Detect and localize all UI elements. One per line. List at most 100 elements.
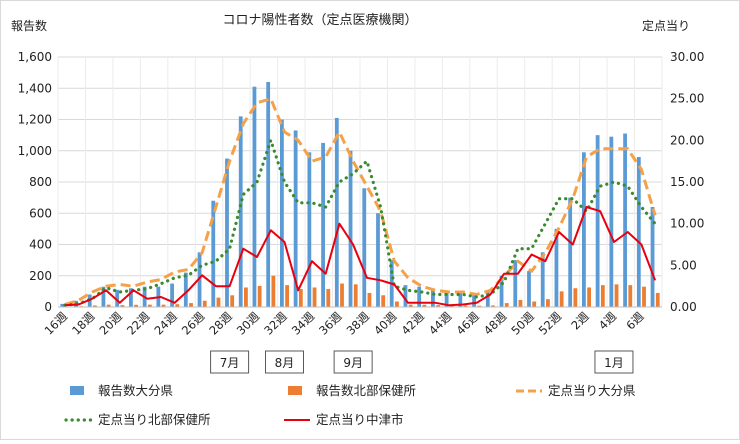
bar <box>271 276 275 307</box>
series-point <box>298 140 299 141</box>
left-tick-label: 1,000 <box>18 144 52 158</box>
series-point <box>641 206 642 207</box>
series-point <box>531 271 532 272</box>
series-point <box>160 279 161 280</box>
series-point <box>517 248 518 249</box>
series-point <box>558 198 559 199</box>
bar <box>623 134 627 307</box>
bar <box>253 87 257 307</box>
bar <box>519 300 523 307</box>
left-tick-label: 0 <box>44 300 52 314</box>
series-point <box>243 123 244 124</box>
legend-label: 定点当り北部保健所 <box>98 412 211 427</box>
series-point <box>174 277 175 278</box>
series-point <box>476 302 477 303</box>
series-point <box>600 186 601 187</box>
series-point <box>174 271 175 272</box>
series-point <box>490 290 491 291</box>
bar <box>637 157 641 307</box>
series-point <box>627 148 628 149</box>
series-point <box>92 291 93 292</box>
bar <box>376 213 380 307</box>
series-point <box>531 248 532 249</box>
series-point <box>421 286 422 287</box>
left-tick-label: 400 <box>29 238 52 252</box>
right-tick-label: 5.00 <box>670 258 697 272</box>
series-point <box>545 223 546 224</box>
legend-swatch <box>288 386 302 395</box>
series-point <box>572 198 573 199</box>
series-point <box>202 265 203 266</box>
series-point <box>215 286 216 287</box>
series-point <box>298 202 299 203</box>
series-point <box>147 288 148 289</box>
series-point <box>449 294 450 295</box>
series-point <box>215 261 216 262</box>
bar <box>313 287 317 307</box>
series-point <box>490 294 491 295</box>
right-tick-label: 0.00 <box>670 300 697 314</box>
bar <box>560 291 564 307</box>
series-point <box>627 186 628 187</box>
series-point <box>202 275 203 276</box>
series-point <box>586 156 587 157</box>
right-tick-label: 10.00 <box>670 217 704 231</box>
series-point <box>600 148 601 149</box>
series-point <box>243 194 244 195</box>
series-point <box>202 252 203 253</box>
series-point <box>407 277 408 278</box>
left-tick-label: 600 <box>29 206 52 220</box>
series-point <box>380 206 381 207</box>
left-tick-label: 1,400 <box>18 81 52 95</box>
series-point <box>462 304 463 305</box>
series-point <box>229 161 230 162</box>
left-axis-label: 報告数 <box>11 18 47 33</box>
series-point <box>586 206 587 207</box>
series-point <box>298 290 299 291</box>
series-point <box>339 223 340 224</box>
series-point <box>545 252 546 253</box>
series-point <box>353 173 354 174</box>
series-point <box>160 296 161 297</box>
series-point <box>462 294 463 295</box>
bar <box>280 120 284 308</box>
series-point <box>435 290 436 291</box>
series-point <box>476 296 477 297</box>
series-point <box>558 231 559 232</box>
series-point <box>311 261 312 262</box>
series-point <box>394 261 395 262</box>
series-point <box>119 302 120 303</box>
legend-label: 報告数北部保健所 <box>316 383 416 398</box>
bar <box>601 285 605 307</box>
left-tick-label: 800 <box>29 175 52 189</box>
series-point <box>353 244 354 245</box>
month-label: 9月 <box>343 356 363 370</box>
series-point <box>188 269 189 270</box>
series-point <box>517 261 518 262</box>
series-point <box>407 290 408 291</box>
legend-swatch <box>70 386 84 395</box>
series-point <box>394 284 395 285</box>
series-point <box>270 230 271 231</box>
bar <box>582 152 586 307</box>
bar <box>189 303 193 307</box>
chart-title: コロナ陽性者数（定点医療機関） <box>222 13 417 28</box>
bar <box>225 159 229 307</box>
legend-label: 定点当り中津市 <box>316 412 404 427</box>
series-point <box>435 294 436 295</box>
series-point <box>641 169 642 170</box>
series-point <box>517 273 518 274</box>
bar <box>431 290 435 307</box>
series-point <box>105 286 106 287</box>
series-point <box>462 291 463 292</box>
series-point <box>613 148 614 149</box>
series-point <box>256 181 257 182</box>
bar <box>184 273 188 307</box>
bar <box>587 287 591 307</box>
series-point <box>133 290 134 291</box>
series-point <box>476 294 477 295</box>
series-point <box>215 206 216 207</box>
bar <box>417 287 421 307</box>
series-point <box>147 298 148 299</box>
